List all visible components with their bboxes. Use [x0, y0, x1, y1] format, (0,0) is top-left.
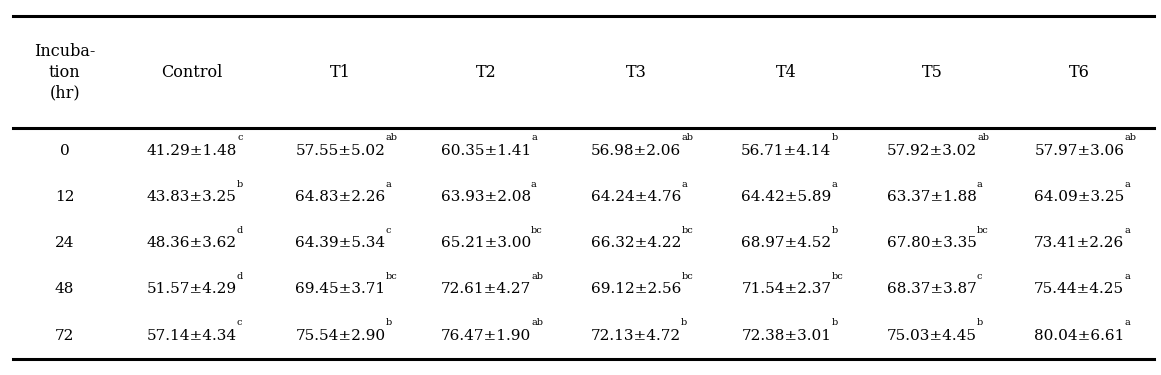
Text: 48.36±3.62: 48.36±3.62 [146, 236, 237, 250]
Text: 57.55±5.02: 57.55±5.02 [295, 144, 385, 158]
Text: T3: T3 [626, 64, 647, 81]
Text: T2: T2 [476, 64, 496, 81]
Text: 60.35±1.41: 60.35±1.41 [441, 144, 531, 158]
Text: c: c [976, 272, 982, 281]
Text: 72.61±4.27: 72.61±4.27 [441, 282, 531, 297]
Text: bc: bc [831, 272, 843, 281]
Text: ab: ab [531, 318, 543, 327]
Text: 48: 48 [55, 282, 74, 297]
Text: c: c [237, 134, 243, 142]
Text: 43.83±3.25: 43.83±3.25 [147, 190, 237, 204]
Text: 51.57±4.29: 51.57±4.29 [146, 282, 237, 297]
Text: b: b [682, 318, 687, 327]
Text: 75.44±4.25: 75.44±4.25 [1034, 282, 1124, 297]
Text: 56.71±4.14: 56.71±4.14 [741, 144, 831, 158]
Text: a: a [1125, 318, 1130, 327]
Text: a: a [682, 180, 687, 189]
Text: a: a [385, 180, 391, 189]
Text: b: b [831, 134, 838, 142]
Text: a: a [976, 180, 982, 189]
Text: ab: ab [978, 134, 989, 142]
Text: T4: T4 [776, 64, 796, 81]
Text: a: a [1124, 272, 1130, 281]
Text: bc: bc [976, 226, 989, 235]
Text: d: d [237, 226, 243, 235]
Text: 69.12±2.56: 69.12±2.56 [591, 282, 682, 297]
Text: 24: 24 [55, 236, 74, 250]
Text: ab: ab [1124, 134, 1137, 142]
Text: 57.14±4.34: 57.14±4.34 [146, 328, 237, 343]
Text: 64.42±5.89: 64.42±5.89 [741, 190, 831, 204]
Text: 57.97±3.06: 57.97±3.06 [1034, 144, 1124, 158]
Text: bc: bc [682, 226, 693, 235]
Text: b: b [831, 226, 837, 235]
Text: a: a [831, 180, 837, 189]
Text: a: a [1124, 226, 1130, 235]
Text: 64.39±5.34: 64.39±5.34 [295, 236, 385, 250]
Text: 75.54±2.90: 75.54±2.90 [295, 328, 385, 343]
Text: T1: T1 [330, 64, 351, 81]
Text: c: c [237, 318, 243, 327]
Text: T6: T6 [1069, 64, 1090, 81]
Text: 68.97±4.52: 68.97±4.52 [741, 236, 831, 250]
Text: 80.04±6.61: 80.04±6.61 [1034, 328, 1125, 343]
Text: Control: Control [161, 64, 223, 81]
Text: 56.98±2.06: 56.98±2.06 [591, 144, 682, 158]
Text: 68.37±3.87: 68.37±3.87 [887, 282, 976, 297]
Text: 73.41±2.26: 73.41±2.26 [1034, 236, 1124, 250]
Text: 64.24±4.76: 64.24±4.76 [591, 190, 682, 204]
Text: 72.13±4.72: 72.13±4.72 [591, 328, 682, 343]
Text: ab: ab [531, 272, 543, 281]
Text: bc: bc [682, 272, 693, 281]
Text: bc: bc [385, 272, 397, 281]
Text: a: a [531, 134, 536, 142]
Text: 71.54±2.37: 71.54±2.37 [742, 282, 831, 297]
Text: 41.29±1.48: 41.29±1.48 [146, 144, 237, 158]
Text: 72: 72 [55, 328, 74, 343]
Text: 75.03±4.45: 75.03±4.45 [887, 328, 976, 343]
Text: 65.21±3.00: 65.21±3.00 [441, 236, 531, 250]
Text: 72.38±3.01: 72.38±3.01 [742, 328, 831, 343]
Text: b: b [237, 180, 243, 189]
Text: b: b [976, 318, 983, 327]
Text: 64.09±3.25: 64.09±3.25 [1034, 190, 1124, 204]
Text: b: b [385, 318, 391, 327]
Text: a: a [531, 180, 536, 189]
Text: 63.93±2.08: 63.93±2.08 [441, 190, 531, 204]
Text: 64.83±2.26: 64.83±2.26 [295, 190, 385, 204]
Text: 12: 12 [55, 190, 74, 204]
Text: c: c [385, 226, 391, 235]
Text: bc: bc [531, 226, 543, 235]
Text: a: a [1124, 180, 1130, 189]
Text: ab: ab [385, 134, 397, 142]
Text: b: b [831, 318, 837, 327]
Text: d: d [237, 272, 243, 281]
Text: 57.92±3.02: 57.92±3.02 [887, 144, 978, 158]
Text: 66.32±4.22: 66.32±4.22 [591, 236, 682, 250]
Text: 69.45±3.71: 69.45±3.71 [295, 282, 385, 297]
Text: 63.37±1.88: 63.37±1.88 [887, 190, 976, 204]
Text: 76.47±1.90: 76.47±1.90 [441, 328, 531, 343]
Text: 67.80±3.35: 67.80±3.35 [887, 236, 976, 250]
Text: Incuba-
tion
(hr): Incuba- tion (hr) [34, 43, 95, 102]
Text: T5: T5 [922, 64, 943, 81]
Text: 0: 0 [59, 144, 70, 158]
Text: ab: ab [682, 134, 693, 142]
